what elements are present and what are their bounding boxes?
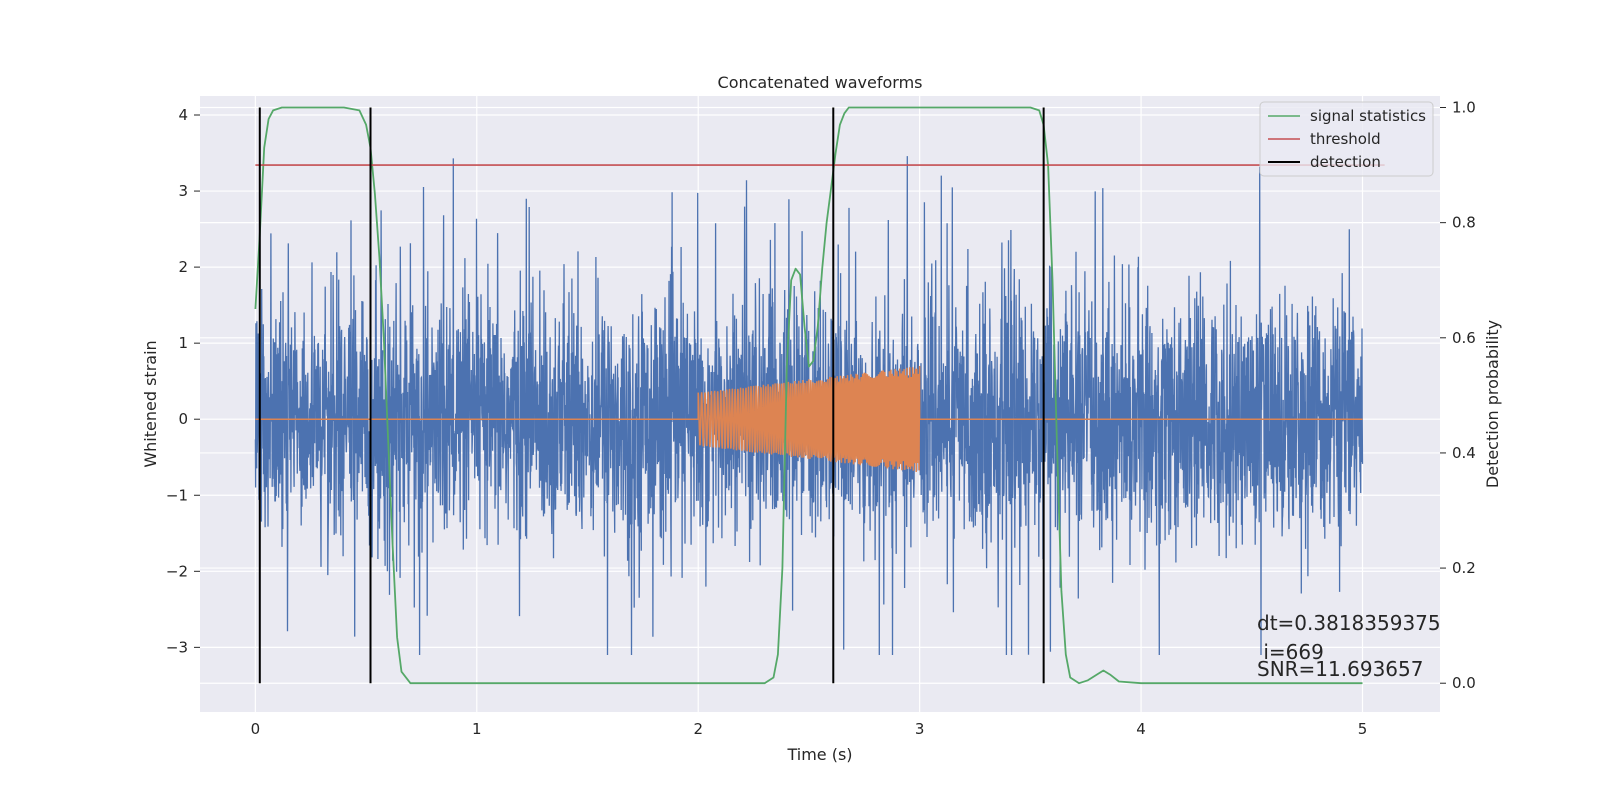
legend: signal statistics threshold detection [1259,101,1434,177]
x-tick-label-4: 4 [1136,720,1146,738]
signal-statistics-line [254,106,1363,685]
y-axis-label: Whitened strain [141,340,160,467]
x-tick-label-0: 0 [251,720,261,738]
x-tick-label-5: 5 [1358,720,1368,738]
strain-line [254,156,1364,656]
y2-tick-label-0: 1.0 [1452,99,1476,117]
y2-tick-label-4: 0.2 [1452,559,1476,577]
x-tick-label-2: 2 [693,720,703,738]
signal-statistics-series [254,106,1363,685]
annotations: dt=0.3818359375 i=669 SNR=11.693657 [1257,611,1441,681]
y2-tick-label-1: 0.8 [1452,214,1476,232]
annotation-snr: SNR=11.693657 [1257,657,1423,681]
y2-axis-label: Detection probability [1483,320,1502,488]
x-tick-label-1: 1 [472,720,482,738]
y-tick-label-5: −1 [166,486,188,504]
y-tick-label-2: 2 [178,258,188,276]
strain-series [254,156,1364,656]
legend-box [1259,101,1434,177]
annotation-dt: dt=0.3818359375 [1257,611,1441,635]
legend-label-detection: detection [1310,153,1381,171]
y2-tick-label-2: 0.6 [1452,329,1476,347]
legend-label-signal-statistics: signal statistics [1310,107,1426,125]
y-tick-label-0: 4 [178,106,188,124]
detection-series [258,107,1045,684]
x-axis-label: Time (s) [786,745,852,764]
y2-tick-label-3: 0.4 [1452,444,1476,462]
y2-tick-label-5: 0.0 [1452,674,1476,692]
template-series [255,365,1363,473]
chart-title: Concatenated waveforms [718,73,923,92]
y-tick-label-1: 3 [178,182,188,200]
x-tick-label-3: 3 [915,720,925,738]
y-tick-label-6: −2 [166,562,188,580]
y-tick-label-3: 1 [178,334,188,352]
legend-label-threshold: threshold [1310,130,1381,148]
axis-ticks: 0 1 2 3 4 5 4 3 2 1 0 −1 −2 −3 1.0 0.8 0.6 0.4 0.2 0.0 [166,99,1476,738]
template-line [255,365,1363,473]
annotation-index: i=669 [1257,640,1324,664]
y-tick-label-7: −3 [166,638,188,656]
y-tick-label-4: 0 [178,410,188,428]
